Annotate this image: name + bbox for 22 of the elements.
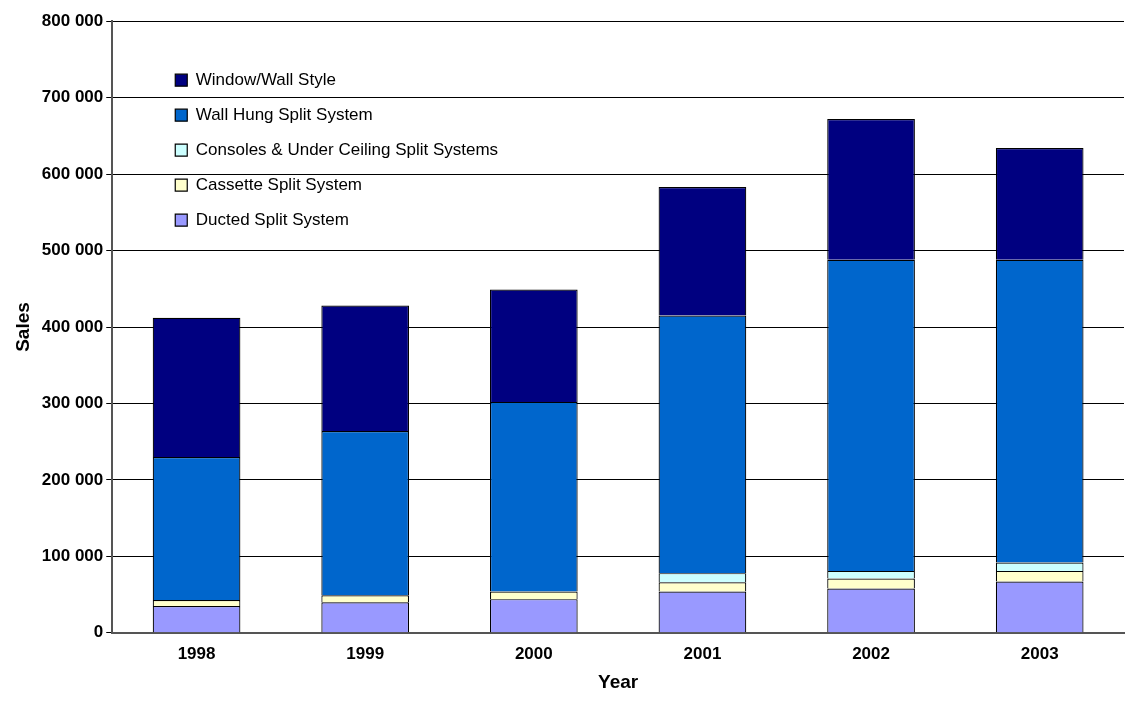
x-tick-label: 1999	[346, 643, 385, 663]
y-tick-label: 800 000	[41, 10, 104, 30]
legend-label: Cassette Split System	[195, 174, 363, 194]
y-tick-label: 200 000	[41, 469, 104, 489]
y-tick-label: 100 000	[41, 546, 104, 566]
x-tick-label: 2000	[514, 643, 553, 663]
x-tick-label: 1998	[177, 643, 216, 663]
x-tick-label: 2003	[1020, 643, 1059, 663]
y-tick-label: 700 000	[41, 87, 104, 107]
y-tick-label: 0	[93, 622, 104, 642]
legend-label: Window/Wall Style	[195, 69, 336, 89]
y-tick-label: 500 000	[41, 240, 104, 260]
x-axis-title: Year	[598, 670, 639, 692]
y-tick-label: 300 000	[41, 393, 104, 413]
x-tick-label: 2002	[852, 643, 890, 663]
legend-label: Wall Hung Split System	[195, 104, 373, 124]
y-tick-label: 400 000	[41, 316, 104, 336]
legend-label: Ducted Split System	[195, 209, 349, 229]
legend-label: Consoles & Under Ceiling Split Systems	[195, 139, 499, 159]
x-tick-label: 2001	[683, 643, 722, 663]
y-tick-label: 600 000	[41, 163, 104, 183]
y-axis-title: Sales	[11, 302, 33, 352]
